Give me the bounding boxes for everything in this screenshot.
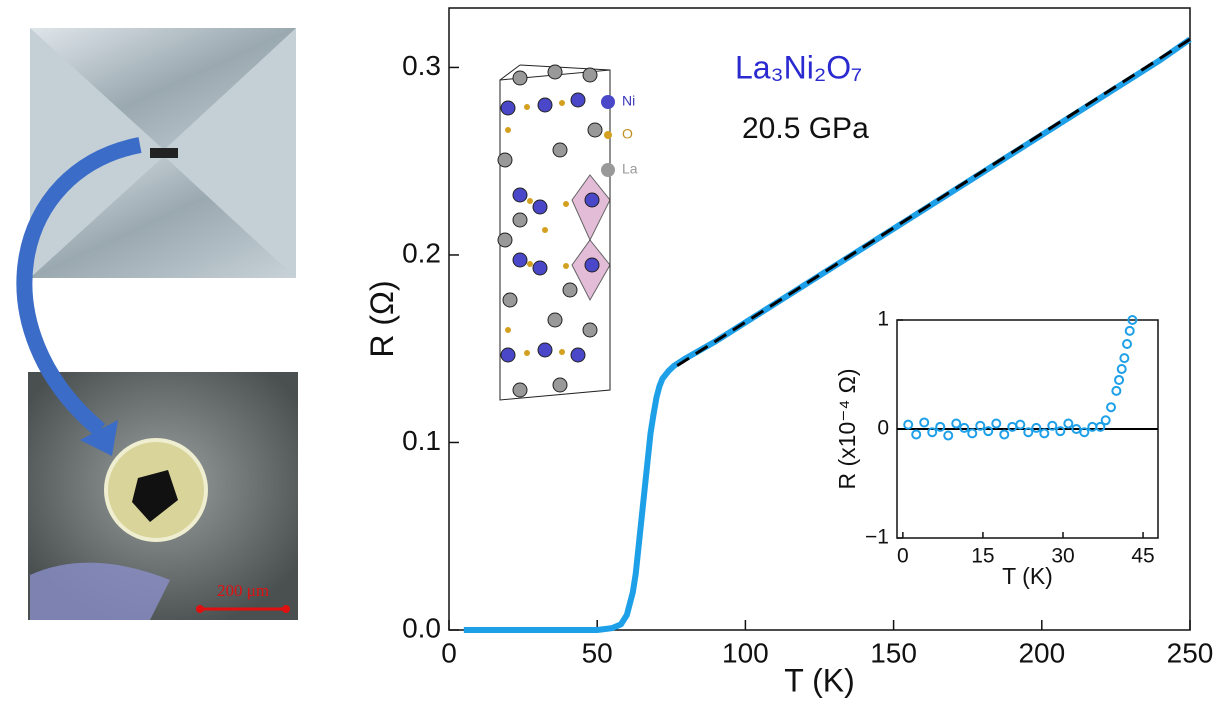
pressure-label: 20.5 GPa [742,112,869,145]
data-point [967,428,978,439]
arrow-head [80,420,118,456]
data-point [991,418,1002,429]
y-axis-label: R (Ω) [364,280,400,357]
scale-bar-label: 200 μm [217,581,269,600]
x-tick-label: 45 [1131,544,1154,567]
data-point [959,422,970,433]
data-point [1063,418,1074,429]
data-point [903,419,914,430]
data-point [1106,402,1117,413]
data-point [1127,315,1138,325]
crystal-structure [497,64,611,401]
y-tick-label: 0.0 [402,612,441,643]
y-tick-label: 0 [877,417,889,440]
y-tick-label: −1 [865,526,889,549]
data-point [1023,427,1034,438]
data-point [935,421,946,432]
data-point [1047,420,1058,431]
data-point [1119,353,1130,364]
data-point [1111,385,1122,396]
legend-label: La [622,161,638,177]
y-tick-label: 0.1 [402,425,441,456]
x-tick-label: 50 [582,638,613,669]
y-tick-label: 0.2 [402,237,441,268]
data-point [1055,426,1066,437]
anvil-photo [30,28,296,278]
data-point [1116,364,1127,375]
data-point [1122,338,1133,349]
data-point [919,417,930,428]
y-tick-label: 0.3 [402,50,441,81]
structure-legend: Ni O La [601,93,638,177]
data-point [911,429,922,440]
data-point [1100,415,1111,426]
data-point [1079,427,1090,438]
data-point [1114,374,1125,385]
y-axis-label: R (x10⁻⁴ Ω) [834,368,860,489]
data-point [1015,419,1026,430]
x-tick-label: 200 [1018,638,1065,669]
plot-frame [448,7,1191,631]
x-tick-label: 0 [441,638,457,669]
y-tick-label: 1 [877,308,889,331]
x-tick-label: 150 [870,638,917,669]
x-tick-label: 250 [1167,638,1214,669]
compound-label: La₃Ni₂O₇ [735,49,862,85]
data-point [1039,428,1050,439]
x-tick-label: 0 [897,544,909,567]
x-axis-label: T (K) [1002,563,1053,589]
data-point [975,420,986,431]
data-point [1095,421,1106,432]
data-point [1031,422,1042,433]
data-point [1124,325,1135,336]
arrow [16,137,142,437]
legend-label: Ni [622,93,635,109]
data-point [999,429,1010,440]
fit-line [676,38,1191,367]
data-point [943,430,954,441]
x-tick-label: 30 [1051,544,1074,567]
x-tick-label: 15 [971,544,994,567]
x-tick-label: 100 [722,638,769,669]
x-axis-label: T (K) [784,663,855,699]
data-point [1071,424,1082,434]
data-point [927,427,938,438]
data-point [983,426,994,437]
legend-label: O [622,126,633,142]
data-point [951,418,962,429]
